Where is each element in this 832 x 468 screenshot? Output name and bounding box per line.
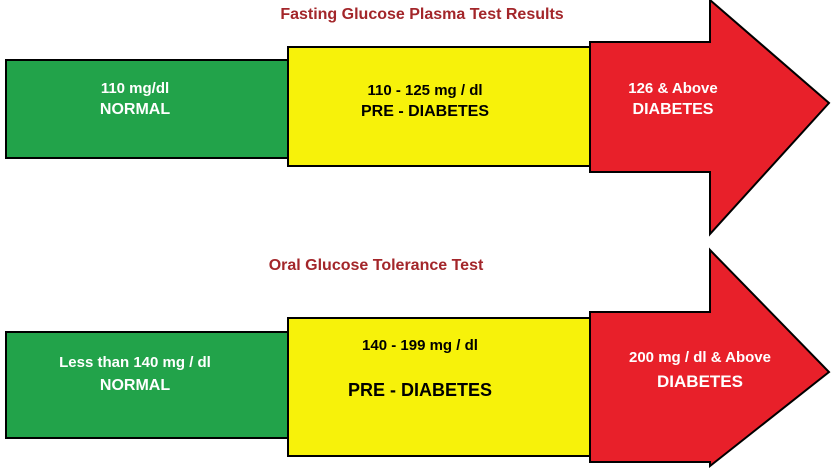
arrow2-diabetes-head: [589, 247, 831, 468]
arrow2-normal-category: NORMAL: [99, 377, 171, 394]
arrow1-normal-block: [5, 59, 289, 159]
arrow1-diabetes-category: DIABETES: [632, 101, 714, 118]
ogtt-test-title: Oral Glucose Tolerance Test: [268, 257, 484, 274]
arrow1-prediabetes-category: PRE - DIABETES: [360, 103, 489, 120]
arrow1-prediabetes-label: 110 - 125 mg / dl PRE - DIABETES: [300, 82, 550, 121]
arrow2-diabetes-value: 200 mg / dl & Above: [629, 349, 771, 366]
arrow2-diabetes-label: 200 mg / dl & Above DIABETES: [600, 349, 800, 392]
arrow2-normal-block: [5, 331, 289, 439]
arrow1-diabetes-label: 126 & Above DIABETES: [598, 80, 748, 119]
arrow1-prediabetes-value: 110 - 125 mg / dl: [367, 82, 483, 99]
arrow2-prediabetes-value: 140 - 199 mg / dl: [362, 337, 478, 354]
arrow2-normal-value: Less than 140 mg / dl: [59, 354, 211, 371]
arrow1-normal-category: NORMAL: [99, 101, 171, 118]
arrow1-prediabetes-block: [287, 46, 591, 167]
arrow2-prediabetes-label: 140 - 199 mg / dl PRE - DIABETES: [300, 337, 540, 401]
arrow1-normal-value: 110 mg/dl: [100, 80, 170, 97]
arrow1-normal-label: 110 mg/dl NORMAL: [30, 80, 240, 119]
fasting-test-title: Fasting Glucose Plasma Test Results: [280, 6, 564, 23]
arrow2-normal-label: Less than 140 mg / dl NORMAL: [20, 354, 250, 395]
arrow2-prediabetes-category: PRE - DIABETES: [347, 380, 493, 400]
arrow2-diabetes-category: DIABETES: [657, 372, 743, 391]
arrow2-prediabetes-block: [287, 317, 591, 457]
arrow1-diabetes-value: 126 & Above: [628, 80, 718, 97]
arrow1-diabetes-head: [589, 0, 831, 237]
